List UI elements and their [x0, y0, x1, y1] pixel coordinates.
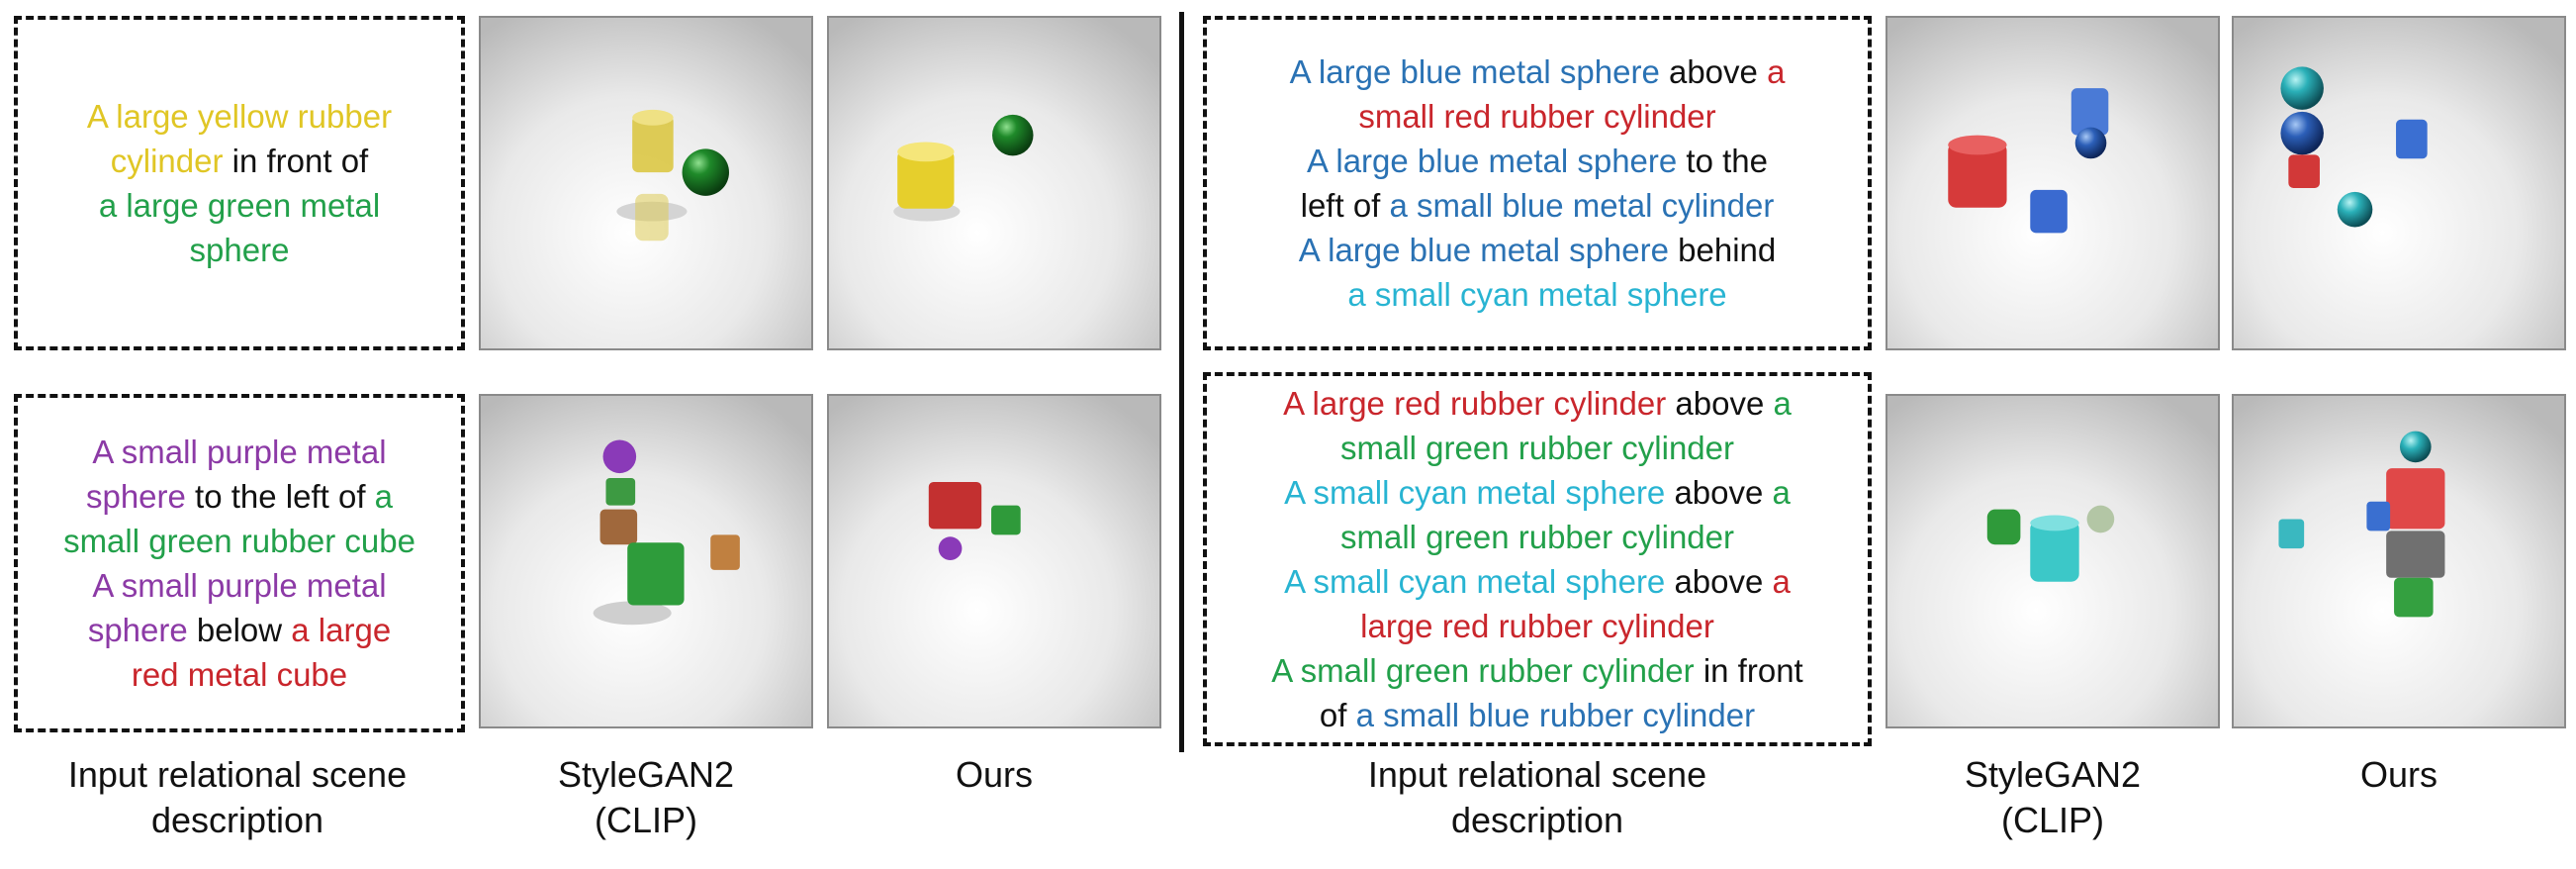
- left-row2-ours-image: [827, 394, 1161, 728]
- left-row1-description: A large yellow rubber cylinder in front …: [14, 16, 465, 350]
- left-caption-input: Input relational scene description: [67, 754, 408, 840]
- right-row1-stylegan-image: [1886, 16, 2220, 350]
- description-text: A large blue metal sphere above a small …: [1289, 53, 1786, 313]
- left-row2-stylegan-image: [479, 394, 813, 728]
- right-caption-stylegan: StyleGAN2 (CLIP): [1964, 754, 2142, 840]
- description-text: A large yellow rubber cylinder in front …: [86, 98, 393, 268]
- right-row2-stylegan-image: [1886, 394, 2220, 728]
- right-caption-input: Input relational scene description: [1367, 754, 1707, 840]
- left-caption-ours: Ours: [955, 754, 1033, 795]
- panel-divider: [1179, 12, 1184, 752]
- right-row1-description: A large blue metal sphere above a small …: [1203, 16, 1872, 350]
- description-text: A small purple metal sphere to the left …: [63, 434, 415, 693]
- left-caption-stylegan: StyleGAN2 (CLIP): [557, 754, 735, 840]
- right-row2-description: A large red rubber cylinder above a smal…: [1203, 372, 1872, 746]
- left-row1-ours-image: [827, 16, 1161, 350]
- left-row1-stylegan-image: [479, 16, 813, 350]
- right-row1-ours-image: [2232, 16, 2566, 350]
- right-row2-ours-image: [2232, 394, 2566, 728]
- right-caption-ours: Ours: [2359, 754, 2438, 795]
- description-text: A large red rubber cylinder above a smal…: [1271, 385, 1803, 733]
- left-row2-description: A small purple metal sphere to the left …: [14, 394, 465, 732]
